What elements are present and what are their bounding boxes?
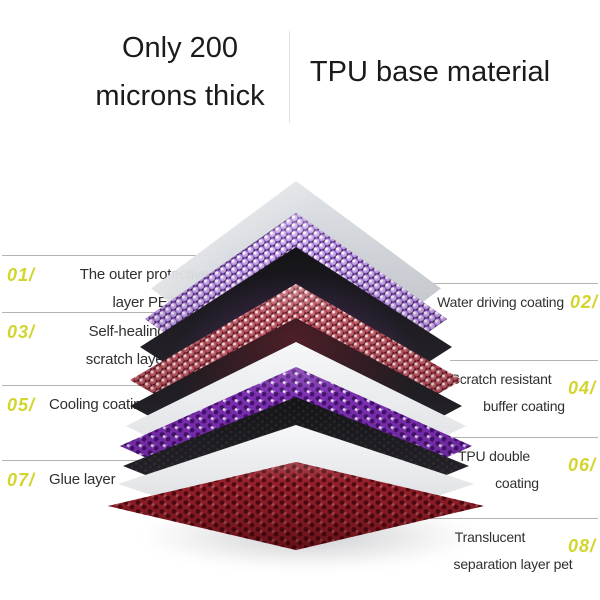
header-left-line1: Only 200: [121, 32, 239, 64]
header-left-title: Only 200 microns thick: [68, 24, 292, 120]
label-03-number: 03/: [7, 322, 36, 342]
header-divider: [289, 31, 290, 123]
label-03: 03/ Self-healing scratch layer: [2, 312, 267, 374]
label-05-text: Cooling coating: [47, 391, 247, 419]
label-07-text: Glue layer: [47, 466, 252, 494]
label-06-line2: coating: [495, 475, 539, 491]
label-03-line1: Self-healing: [88, 323, 166, 340]
label-02-line1: Water driving coating: [437, 294, 564, 310]
label-03-text: Self-healing scratch layer: [47, 318, 207, 374]
label-07: 07/ Glue layer: [2, 460, 252, 494]
label-08-line2: separation layer pet: [453, 556, 573, 572]
label-04-number: 04/: [567, 378, 596, 398]
label-07-line1: Glue layer: [49, 471, 116, 488]
label-04: Scratch resistant buffer coating 04/: [450, 360, 598, 420]
label-08: Translucent separation layer pet 08/: [428, 518, 598, 578]
label-02-number: 02/: [569, 292, 598, 312]
label-06-line1: TPU double: [458, 448, 530, 464]
label-08-number: 08/: [567, 536, 596, 556]
label-04-line2: buffer coating: [483, 398, 565, 414]
label-06-number: 06/: [567, 455, 596, 475]
label-06: TPU double coating 06/: [436, 437, 598, 497]
label-04-line1: Scratch resistant: [450, 371, 552, 387]
label-03-line2: scratch layer: [85, 351, 169, 368]
label-05-line1: Cooling coating: [49, 396, 150, 413]
label-05-number: 05/: [7, 395, 36, 415]
label-04-text: Scratch resistant buffer coating: [450, 361, 598, 420]
label-02: Water driving coating 02/: [425, 283, 598, 316]
header-right-title: TPU base material: [309, 56, 551, 88]
label-01-number: 01/: [7, 265, 36, 285]
header-left-line2: microns thick: [95, 80, 265, 112]
label-01-line2: layer PET: [112, 294, 177, 311]
label-08-line1: Translucent: [428, 524, 598, 551]
label-06-text: TPU double coating: [436, 438, 598, 497]
label-05: 05/ Cooling coating: [2, 385, 247, 419]
label-07-number: 07/: [7, 470, 36, 490]
label-08-text: Translucent separation layer pet: [428, 519, 598, 578]
